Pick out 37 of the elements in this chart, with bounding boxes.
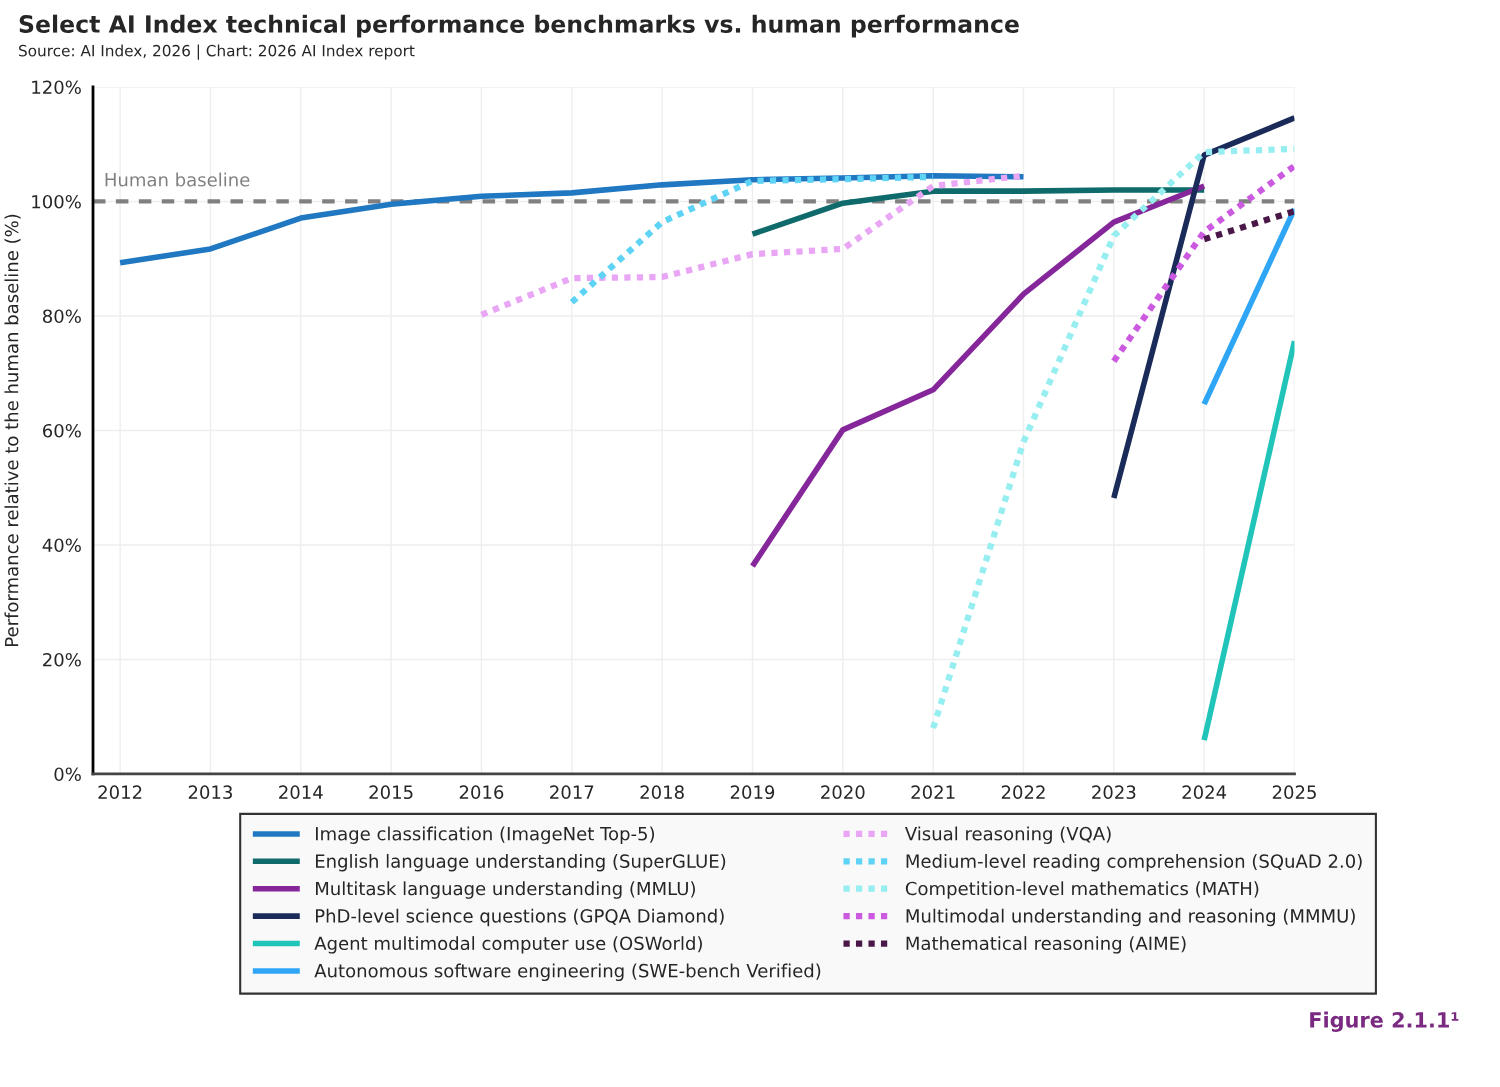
y-tick-label: 60% [43, 423, 81, 438]
y-tick-label: 80% [42, 309, 81, 324]
legend-label: PhD-level science questions (GPQA Diamond) [316, 908, 724, 927]
legend-label: Medium-level reading comprehension (SQuAD 2.0) [906, 853, 1362, 872]
y-tick-label: 20% [43, 652, 81, 667]
x-tick-label: 2025 [1272, 785, 1316, 800]
legend-label: Competition-level mathematics (MATH) [905, 881, 1259, 899]
legend-label: Mathematical reasoning (AIME) [906, 936, 1186, 954]
x-tick-label: 2014 [279, 785, 323, 800]
legend-label: English language understanding (SuperGLUE) [316, 853, 726, 872]
y-tick-label: 100% [32, 194, 81, 209]
caption: Figure 2.1.1¹ [1310, 1011, 1459, 1032]
y-tick-label: 120% [32, 80, 81, 95]
y-tick-label: 40% [42, 538, 81, 553]
x-tick-label: 2021 [911, 785, 955, 800]
ref-line-label: Human baseline [105, 172, 250, 187]
legend-label: Agent multimodal computer use (OSWorld) [314, 936, 702, 954]
x-tick-label: 2022 [1001, 785, 1045, 800]
legend-label: Autonomous software engineering (SWE-bench Verified) [314, 963, 821, 982]
y-axis-title: Performance relative to the human baseline (%) [4, 214, 21, 646]
x-tick-label: 2018 [640, 785, 684, 800]
x-tick-label: 2012 [98, 785, 142, 800]
x-tick-label: 2019 [730, 785, 775, 800]
x-tick-label: 2016 [459, 785, 504, 800]
legend-label: Image classification (ImageNet Top-5) [316, 826, 655, 844]
x-tick-label: 2017 [550, 785, 594, 800]
legend-label: Multimodal understanding and reasoning (MMMU) [906, 908, 1355, 927]
y-tick-label: 0% [54, 767, 81, 782]
x-tick-label: 2015 [369, 785, 413, 800]
legend-label: Visual reasoning (VQA) [904, 826, 1111, 844]
x-tick-label: 2024 [1182, 785, 1227, 800]
x-tick-label: 2020 [821, 785, 865, 800]
chart-subtitle: Source: AI Index, 2026 | Chart: 2026 AI Index report [19, 44, 415, 60]
legend-label: Multitask language understanding (MMLU) [316, 881, 695, 899]
x-tick-label: 2023 [1092, 785, 1136, 800]
chart-title: Select AI Index technical performance benchmarks vs. human performance [19, 14, 1019, 38]
x-tick-label: 2013 [188, 785, 232, 800]
